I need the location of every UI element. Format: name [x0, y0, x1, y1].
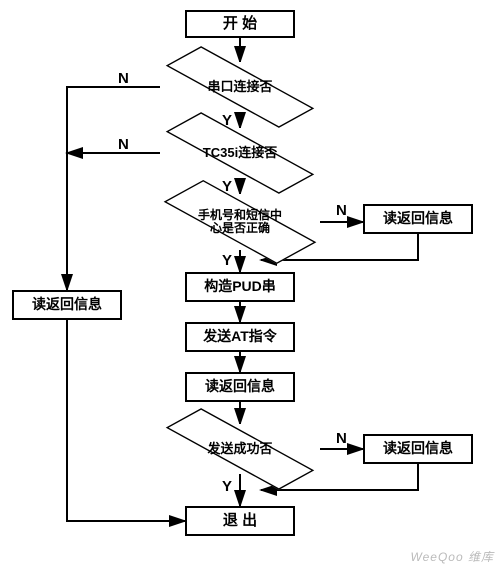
edge-d3-y: Y [222, 252, 232, 269]
build-pud: 构造PUD串 [185, 272, 295, 302]
decision-send-ok: 发送成功否 [160, 424, 320, 474]
decision-tc35i-label: TC35i连接否 [199, 146, 281, 160]
build-pud-label: 构造PUD串 [204, 279, 276, 294]
read-return-right-1-label: 读返回信息 [383, 211, 453, 226]
end-box: 退 出 [185, 506, 295, 536]
edge-d1-y: Y [222, 112, 232, 129]
decision-phone-label: 手机号和短信中 心是否正确 [194, 209, 286, 235]
edge-d4-y: Y [222, 478, 232, 495]
edge-d2-n: N [118, 136, 129, 153]
start-box: 开 始 [185, 10, 295, 38]
decision-tc35i: TC35i连接否 [160, 128, 320, 178]
watermark: WeeQoo 维库 [411, 548, 494, 565]
decision-serial-label: 串口连接否 [203, 80, 276, 94]
decision-serial: 串口连接否 [160, 62, 320, 112]
read-return-left-label: 读返回信息 [32, 297, 102, 312]
send-at: 发送AT指令 [185, 322, 295, 352]
edge-d3-n: N [336, 202, 347, 219]
end-label: 退 出 [223, 513, 257, 530]
edge-d2-y: Y [222, 178, 232, 195]
decision-send-ok-label: 发送成功否 [203, 442, 276, 456]
read-return-left: 读返回信息 [12, 290, 122, 320]
start-label: 开 始 [223, 16, 257, 33]
decision-phone-smscenter: 手机号和短信中 心是否正确 [160, 194, 320, 250]
read-return-right-2: 读返回信息 [363, 434, 473, 464]
send-at-label: 发送AT指令 [203, 329, 277, 344]
edge-d4-n: N [336, 430, 347, 447]
read-return-right-1: 读返回信息 [363, 204, 473, 234]
edge-d1-n: N [118, 70, 129, 87]
read-return-mid: 读返回信息 [185, 372, 295, 402]
read-return-mid-label: 读返回信息 [205, 379, 275, 394]
read-return-right-2-label: 读返回信息 [383, 441, 453, 456]
